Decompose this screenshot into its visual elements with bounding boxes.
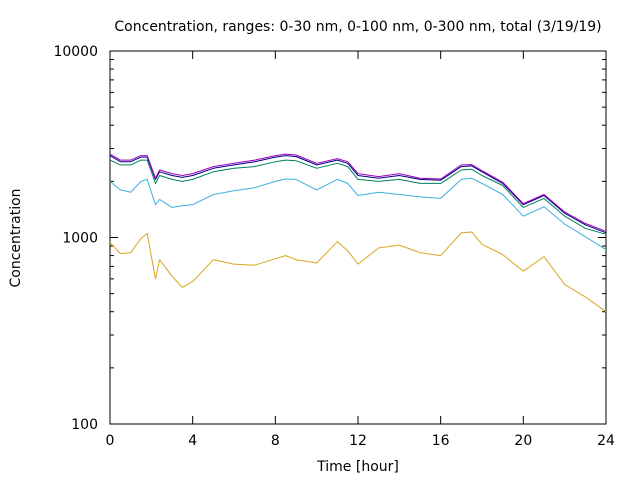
series-line-3 <box>109 159 607 235</box>
x-tick-label: 24 <box>597 433 615 449</box>
x-tick-label: 16 <box>432 433 450 449</box>
series-line-1 <box>109 231 607 313</box>
y-tick-label: 1000 <box>62 231 98 247</box>
y-tick-label: 10000 <box>53 44 98 60</box>
x-tick-label: 8 <box>271 433 280 449</box>
x-axis-label: Time [hour] <box>316 459 399 475</box>
x-tick-label: 0 <box>106 433 115 449</box>
series-line-5 <box>109 153 607 232</box>
x-tick-label: 20 <box>514 433 532 449</box>
y-tick-label: 100 <box>71 417 98 433</box>
series-line-2 <box>109 177 607 251</box>
y-axis-label: Concentration <box>8 188 24 287</box>
series-line-4 <box>109 155 607 234</box>
chart-title: Concentration, ranges: 0-30 nm, 0-100 nm… <box>114 19 601 35</box>
series-lines <box>109 153 607 313</box>
x-tick-label: 4 <box>188 433 197 449</box>
axis-ticks: 0 4 8 12 16 20 24 100 1000 10000 <box>53 44 615 449</box>
x-tick-label: 12 <box>349 433 367 449</box>
plot-frame <box>109 50 607 425</box>
